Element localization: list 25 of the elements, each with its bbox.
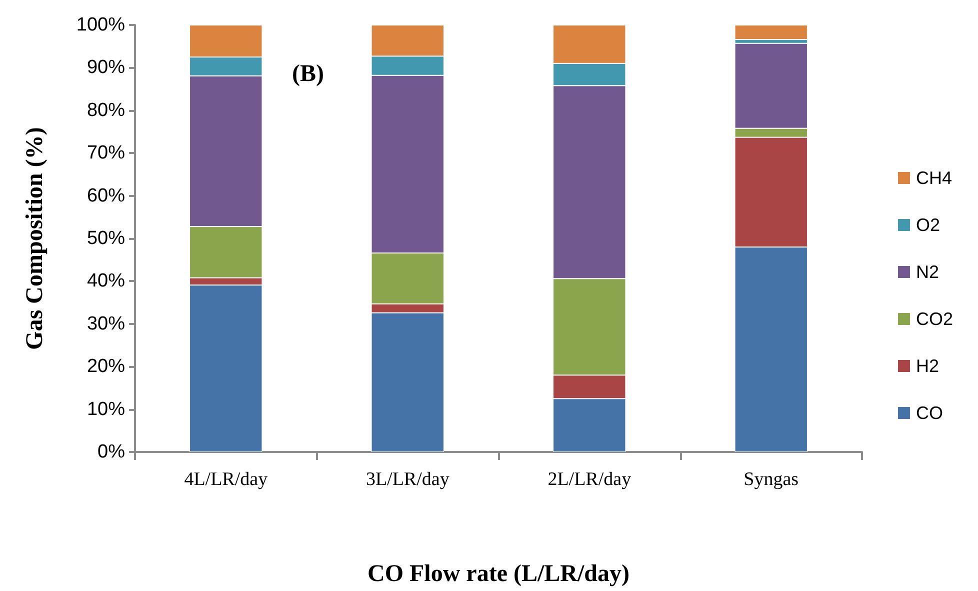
legend-label: CH4	[916, 168, 952, 188]
x-tick-label: 4L/LR/day	[184, 469, 268, 490]
x-tick-label: 3L/LR/day	[366, 469, 450, 490]
legend-label: O2	[916, 215, 940, 235]
x-tick-label: Syngas	[744, 469, 799, 490]
legend-label: H2	[916, 356, 940, 376]
y-tick-label: 20%	[86, 356, 126, 378]
y-tick-label: 90%	[86, 57, 126, 78]
y-tick-label: 100%	[76, 14, 126, 36]
legend-label: CO2	[916, 309, 954, 329]
y-tick-label: 60%	[86, 185, 126, 206]
y-tick-label: 70%	[86, 142, 126, 164]
y-axis-title: Gas Composition (%)	[22, 127, 48, 350]
y-tick-label: 50%	[86, 228, 126, 249]
x-axis-title: CO Flow rate (L/LR/day)	[368, 561, 630, 587]
y-tick-label: 10%	[86, 398, 126, 420]
y-tick-label: 40%	[86, 270, 126, 292]
y-tick-label: 30%	[86, 313, 126, 334]
x-tick-label: 2L/LR/day	[548, 469, 632, 490]
annotation: (B)	[292, 61, 324, 87]
bar	[734, 25, 808, 40]
y-tick-label: 80%	[86, 100, 126, 121]
legend-label: N2	[916, 262, 940, 282]
y-tick-label: 0%	[98, 442, 126, 462]
legend-label: CO	[916, 403, 943, 423]
